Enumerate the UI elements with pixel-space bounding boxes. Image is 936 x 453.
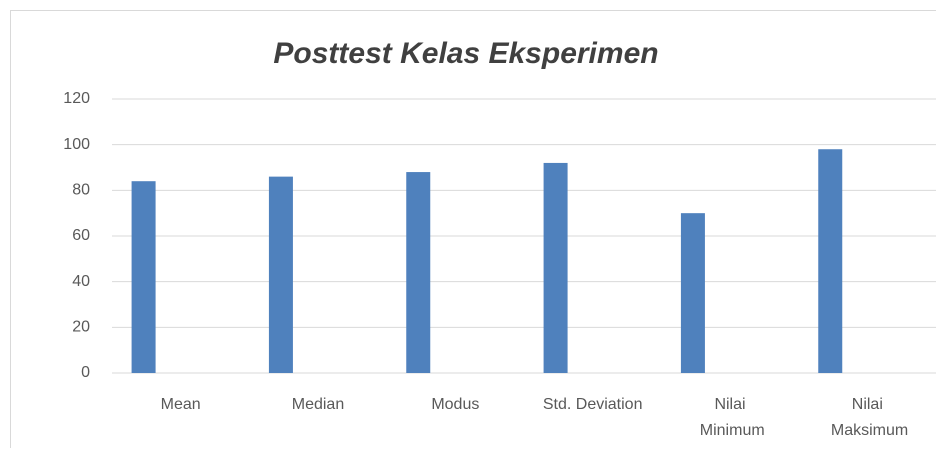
chart-title: Posttest Kelas Eksperimen	[273, 37, 658, 70]
bar	[818, 149, 842, 373]
bar	[269, 177, 293, 373]
bar	[544, 163, 568, 373]
x-tick-label: Std. Deviation	[543, 396, 643, 413]
x-tick-label: Modus	[431, 396, 479, 413]
x-tick-label: Mean	[161, 396, 201, 413]
y-tick-label: 120	[63, 90, 90, 107]
y-tick-label: 100	[63, 136, 90, 153]
bar	[406, 172, 430, 373]
bar	[132, 181, 156, 373]
bar	[681, 213, 705, 373]
y-tick-label: 20	[72, 319, 90, 336]
y-tick-label: 0	[81, 364, 90, 381]
x-tick-label: Median	[292, 396, 344, 413]
y-tick-label: 60	[72, 227, 90, 244]
y-tick-label: 80	[72, 182, 90, 199]
y-tick-label: 40	[72, 273, 90, 290]
